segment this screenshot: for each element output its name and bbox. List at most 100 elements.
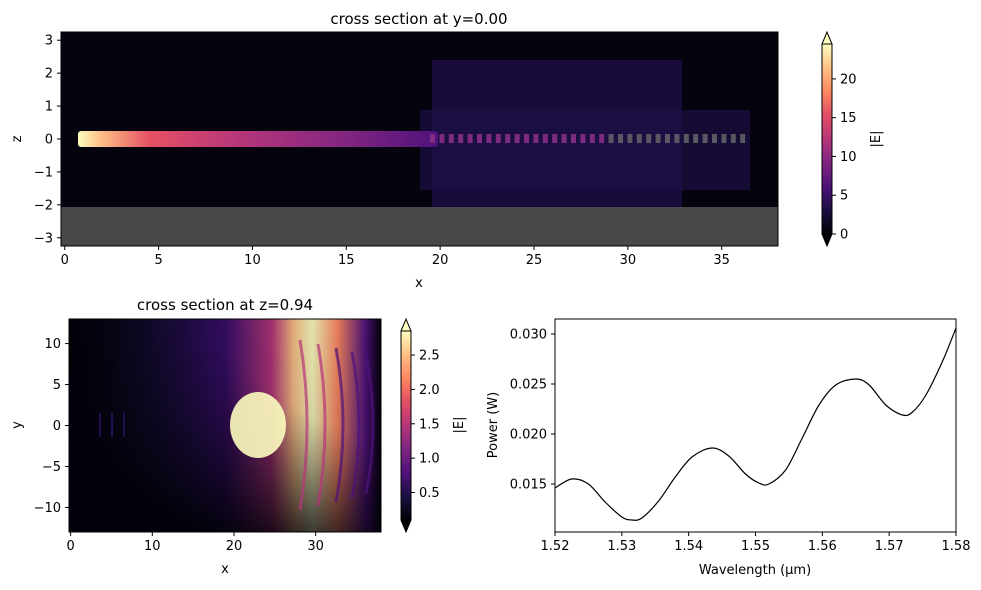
bottom-left-x-tick-label: 30 [307,539,324,554]
top-colorbar-label: |E| [869,131,884,148]
grating-tooth [721,134,727,143]
top-colorbar-tick-label: 5 [840,189,848,204]
grating-tooth [495,134,501,143]
top-x-tick-label: 15 [338,253,355,268]
bottom-left-colorbar-tick-label: 1.5 [419,417,440,432]
bottom-left-colorbar-extend-max [400,317,412,332]
grating-tooth [514,134,520,143]
bottom-right-x-tick-label: 1.52 [541,539,570,554]
top-y-axis: −3 −2 −1 0 1 2 3 [34,34,61,246]
bottom-left-y-tick-label: 0 [53,419,61,434]
top-chart-title: cross section at y=0.00 [330,10,507,28]
bottom-right-x-axis-label: Wavelength (μm) [699,563,811,578]
grating-tooth [430,134,435,143]
grating-tooth [618,134,623,143]
bottom-left-colorbar-ticks: 0.5 1.0 1.5 2.0 2.5 [411,349,440,501]
grating-tooth [477,134,482,143]
panel-bottom-right-line: 1.52 1.53 1.54 1.55 1.56 1.57 1.58 0.0150.0200… [486,318,971,578]
interference-ring [316,343,327,507]
top-colorbar-ticks: 0 5 10 15 20 [832,72,857,243]
grating-tooth [608,134,614,143]
grating-tooth [646,134,652,143]
bottom-left-colorbar-tick-label: 0.5 [419,486,440,501]
grating-tooth [702,134,708,143]
top-colorbar-tick-label: 10 [840,150,857,165]
grating-tooth [561,134,567,143]
interference-ring [350,351,361,499]
bottom-right-y-tick-label: 0.030 [510,328,547,343]
top-colorbar-tick-label: 20 [840,72,857,87]
top-grating-teeth [430,134,746,143]
top-colorbar-scale [821,43,833,235]
bottom-left-x-tick-label: 0 [66,539,74,554]
grating-tooth [683,134,689,143]
interference-ring [298,339,309,511]
bottom-right-y-tick-label: 0.015 [510,478,547,493]
bottom-left-y-axis-label: y [10,421,25,429]
top-colorbar: 0 5 10 15 20 |E| [821,30,884,248]
grating-tooth [505,134,511,143]
bottom-left-colorbar: 0.5 1.0 1.5 2.0 2.5 |E| [400,317,467,534]
grating-tooth [712,134,717,143]
bottom-left-y-tick-label: 5 [53,378,61,393]
grating-tooth [439,134,445,143]
bottom-left-interference-rings [99,339,375,511]
grating-tooth [627,134,633,143]
grating-tooth [589,134,595,143]
grating-tooth [486,134,492,143]
grating-tooth [740,134,746,143]
grating-tooth [571,134,576,143]
top-colorbar-tick-label: 0 [840,228,848,243]
top-x-tick-label: 10 [244,253,261,268]
bottom-right-y-tick-label: 0.025 [510,378,547,393]
bottom-left-x-axis-label: x [221,562,229,577]
bottom-left-beam-core [230,392,286,458]
bottom-left-y-tick-label: −5 [42,460,61,475]
panel-bottom-left-heatmap: cross section at z=0.94 0 10 20 30 −10 −5 0 5 1… [10,296,467,577]
power-series-line [554,327,957,521]
bottom-right-y-axis: 0.015 0.020 0.025 0.030 [510,328,555,493]
bottom-right-x-axis: 1.52 1.53 1.54 1.55 1.56 1.57 1.58 [541,532,971,554]
top-y-tick-label: 0 [45,133,53,148]
grating-tooth [693,134,699,143]
top-x-tick-label: 0 [61,253,69,268]
grating-tooth [524,134,529,143]
grating-tooth [580,134,586,143]
grating-tooth [458,134,464,143]
bottom-left-y-axis: −10 −5 0 5 10 [34,337,69,516]
top-grating-scatter-haze [420,110,750,190]
bottom-right-y-tick-label: 0.020 [510,428,547,443]
top-y-tick-label: −1 [34,165,53,180]
bottom-left-chart-title: cross section at z=0.94 [137,296,313,314]
bottom-left-colorbar-tick-label: 2.5 [419,349,440,364]
bottom-right-x-tick-label: 1.54 [674,539,703,554]
top-y-tick-label: 3 [45,34,53,49]
bottom-left-colorbar-label: |E| [452,417,467,434]
grating-tooth [636,134,642,143]
top-colorbar-extend-min [821,233,833,248]
top-x-axis-label: x [415,276,423,291]
grating-tooth [665,134,670,143]
top-x-tick-label: 30 [620,253,637,268]
interference-ring [364,355,375,495]
bottom-left-beam [69,319,381,532]
top-y-axis-label: z [10,135,25,142]
top-x-axis: 0 5 10 15 20 25 30 35 [61,246,730,268]
bottom-right-x-tick-label: 1.55 [741,539,770,554]
bottom-right-x-tick-label: 1.58 [942,539,971,554]
bottom-left-colorbar-extend-min [400,519,412,534]
top-x-tick-label: 25 [526,253,543,268]
top-x-tick-label: 20 [432,253,449,268]
top-x-tick-label: 5 [154,253,162,268]
bottom-right-x-tick-label: 1.57 [875,539,904,554]
bottom-right-plot-frame [554,318,957,533]
top-substrate [61,207,778,246]
bottom-left-colorbar-scale [400,330,412,521]
grating-tooth [655,134,661,143]
top-x-tick-label: 35 [713,253,730,268]
grating-tooth [542,134,548,143]
bottom-left-x-tick-label: 10 [144,539,161,554]
bottom-left-colorbar-tick-label: 2.0 [419,383,440,398]
top-y-tick-label: 1 [45,100,53,115]
bottom-left-plot-area [68,318,382,533]
